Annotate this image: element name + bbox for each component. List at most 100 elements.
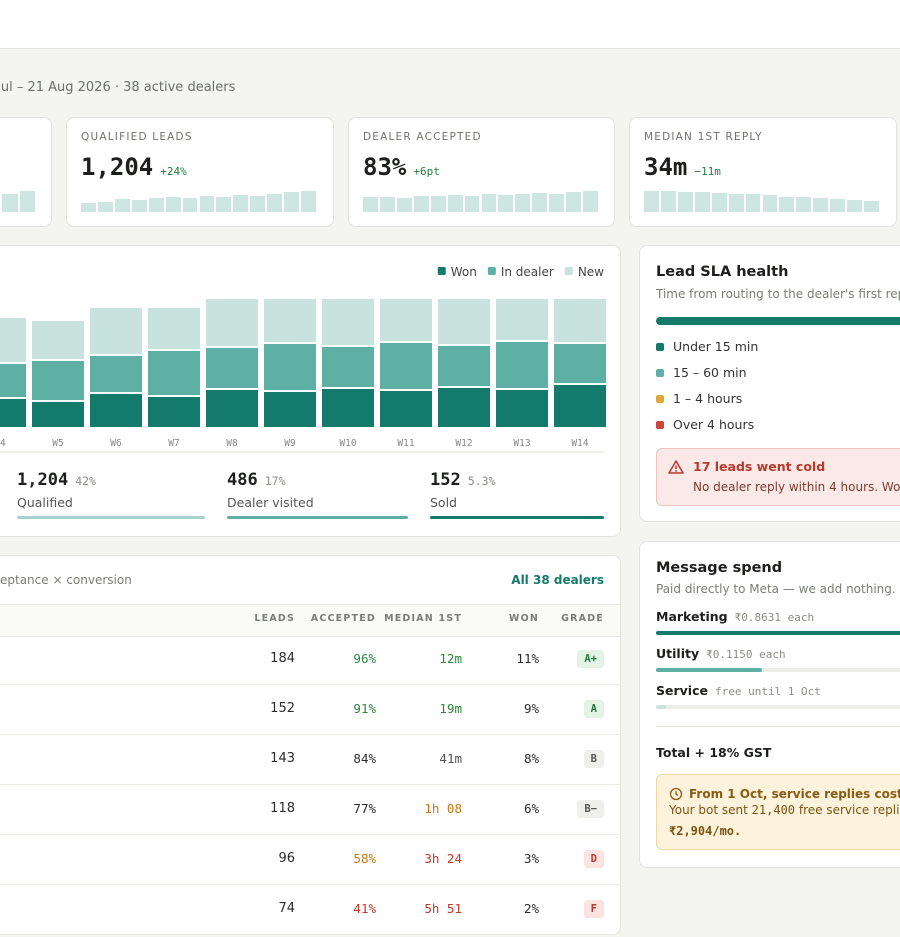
sla-legend-label: Under 15 min <box>673 339 759 354</box>
bar-segment <box>496 390 548 427</box>
date-range: Jul – 21 Aug 2026 · 38 active dealers <box>0 80 236 95</box>
cell-median: 5h 51 <box>424 901 462 916</box>
bar-segment <box>554 344 606 383</box>
cell-leads: 118 <box>270 801 295 816</box>
spend-rate: ₹0.8631 each <box>734 611 815 624</box>
grade-badge: B− <box>577 800 604 818</box>
grade-badge: F <box>583 900 604 918</box>
cell-accepted: 96% <box>353 651 376 666</box>
cell-accepted: 91% <box>353 701 376 716</box>
bar-segment <box>206 390 258 427</box>
kpi-label: DEALER ACCEPTED <box>363 131 482 143</box>
sparkline-bar <box>267 194 283 212</box>
row-divider <box>0 834 621 835</box>
spend-fill <box>656 631 900 635</box>
cell-won: 8% <box>523 751 539 766</box>
spend-title: Message spend <box>656 560 783 576</box>
x-tick-label: W10 <box>339 438 356 449</box>
sparkline-bar <box>830 198 846 212</box>
grade-badge: B <box>583 750 604 768</box>
funnel-bar <box>17 516 205 519</box>
spend-subtitle: Paid directly to Meta — we add nothing. <box>656 582 896 596</box>
sparkline-bar <box>81 202 96 212</box>
bar-segment <box>438 346 490 386</box>
funnel-label: Sold <box>430 495 457 510</box>
dealer-table-card <box>0 555 621 935</box>
kpi-delta: +24% <box>160 165 187 178</box>
legend-swatch <box>564 267 573 275</box>
kpi-value: 1,204 <box>81 153 154 181</box>
cell-median: 12m <box>439 651 462 666</box>
grade-badge: D <box>583 850 604 868</box>
x-tick-label: W8 <box>226 438 238 449</box>
sparkline-bar <box>447 195 463 212</box>
column-header: ACCEPTED <box>310 613 376 624</box>
legend-dot <box>656 343 664 351</box>
funnel-bar <box>227 516 408 519</box>
clock-icon <box>669 787 683 801</box>
cell-leads: 74 <box>278 901 295 916</box>
divider <box>656 726 900 727</box>
row-divider <box>0 684 621 685</box>
sparkline-bar <box>131 200 147 212</box>
bar-segment <box>90 356 142 392</box>
bar-segment <box>32 321 84 359</box>
funnel-bar <box>430 516 604 519</box>
bar-segment <box>438 299 490 344</box>
legend-dot <box>656 421 664 429</box>
sparkline-bar <box>114 199 130 212</box>
all-dealers-link[interactable]: All 38 dealers <box>511 573 604 587</box>
x-tick-label: W11 <box>397 438 414 449</box>
x-tick-label: W6 <box>110 438 122 449</box>
note-text: free service replies th <box>798 803 900 817</box>
top-bar <box>0 0 900 49</box>
sparkline-bar <box>430 196 446 212</box>
sparkline-bar <box>660 191 676 212</box>
cell-accepted: 77% <box>353 801 376 816</box>
sparkline-bar <box>583 191 598 212</box>
kpi-label: MEDIAN 1ST REPLY <box>644 131 763 143</box>
bar-segment <box>380 299 432 341</box>
spend-name: Utility <box>656 646 700 661</box>
bar-segment <box>148 351 200 395</box>
column-header: LEADS <box>254 613 295 624</box>
table-header-bg <box>0 604 620 637</box>
sparkline-bar <box>644 191 659 212</box>
sparkline-bar <box>779 196 795 212</box>
note-amount: ₹2,904/mo. <box>669 824 742 838</box>
bar-segment <box>380 343 432 389</box>
bar-segment <box>148 397 200 427</box>
sparkline-bar <box>2 194 18 212</box>
note-line: Your bot sent 21,400 free service replie… <box>669 803 900 823</box>
legend-dot <box>656 369 664 377</box>
legend-swatch <box>437 267 446 275</box>
spend-rate: ₹0.1150 each <box>706 648 786 661</box>
cell-leads: 184 <box>270 651 295 666</box>
bar-segment <box>206 348 258 388</box>
cell-won: 11% <box>516 651 539 666</box>
legend-label: Won <box>451 265 477 279</box>
legend-label: In dealer <box>501 265 554 279</box>
grade-badge: A <box>583 700 604 718</box>
sparkline-bar <box>396 198 412 212</box>
spend-track <box>656 668 900 672</box>
bar-segment <box>264 299 316 342</box>
kpi-value-row: 83% +6pt <box>363 153 440 183</box>
note-title: From 1 Oct, service replies cost ₹0.11 <box>689 787 900 801</box>
funnel-share: 5.3% <box>467 474 496 488</box>
bar-segment <box>380 391 432 427</box>
cell-median: 3h 24 <box>424 851 462 866</box>
x-tick-label: W13 <box>513 438 530 449</box>
bar-segment <box>0 364 26 397</box>
bar-segment <box>90 394 142 427</box>
sparkline-bar <box>481 194 497 212</box>
bar-segment <box>0 399 26 427</box>
weekly-chart: New In dealer Won W4 W5 W6 W7 W8 W9 W10 W11 W12 W13 W… <box>0 265 606 453</box>
bar-segment <box>148 308 200 349</box>
note-text: 21,400 <box>751 803 796 817</box>
x-tick-label: W14 <box>571 438 588 449</box>
bar-segment <box>264 392 316 427</box>
spend-track <box>656 705 900 709</box>
funnel-value: 152 <box>430 470 461 490</box>
